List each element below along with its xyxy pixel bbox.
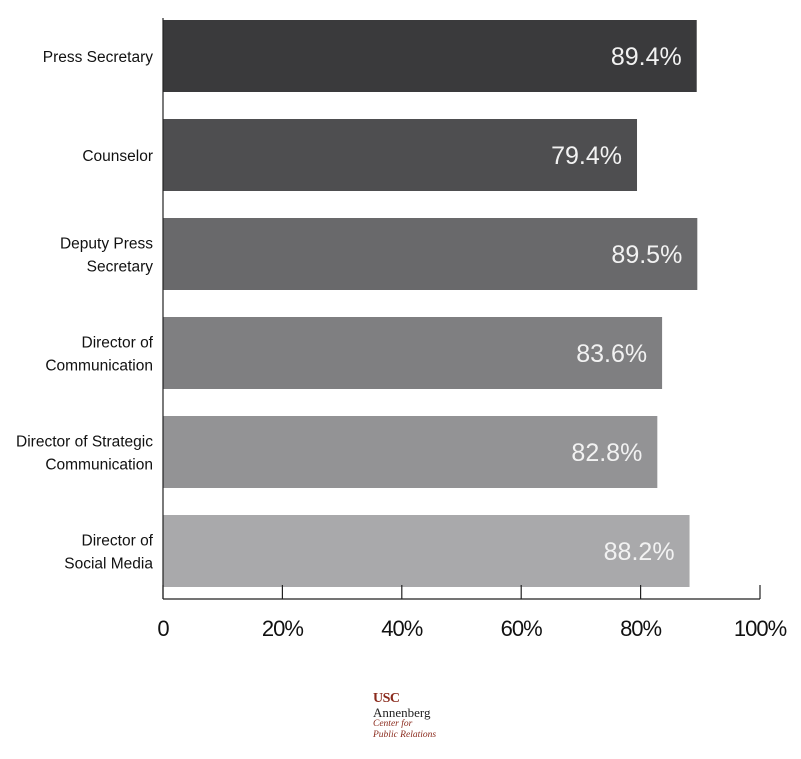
data-label: 89.5% [611,241,682,269]
category-label: Communication [45,358,153,375]
logo-annenberg: Annenberg [373,705,431,720]
x-tick-label: 80% [620,616,661,641]
bar [163,416,658,488]
x-tick-label: 0 [157,616,169,641]
bar [163,317,663,389]
bar [163,20,697,92]
category-label: Director of [82,335,154,352]
bar [163,218,698,290]
category-label: Press Secretary [43,49,154,66]
x-tick-label: 40% [381,616,422,641]
data-label: 89.4% [611,43,682,71]
logo-usc: USC [373,691,400,706]
data-label: 83.6% [576,340,647,368]
category-label: Social Media [64,556,153,573]
logo-center-for: Center for [373,719,413,729]
data-label: 82.8% [571,439,642,467]
bar-chart: 89.4% Press Secretary 79.4% Counselor 89.5% D… [16,18,788,641]
category-label: Director of Strategic [16,434,153,451]
usc-annenberg-logo: USC Annenberg Center for Public Relation… [373,692,436,741]
x-tick-label: 20% [262,616,303,641]
category-label: Deputy Press [60,236,153,253]
category-label: Director of [82,533,154,550]
bar [163,515,690,587]
logo-public-relations: Public Relations [373,730,437,740]
x-tick-label: 60% [501,616,542,641]
category-label: Counselor [82,148,153,165]
bar [163,119,638,191]
category-label: Communication [45,457,153,474]
data-label: 88.2% [604,538,675,566]
x-tick-label: 100% [734,616,787,641]
category-label: Secretary [87,259,154,276]
data-label: 79.4% [551,142,622,170]
